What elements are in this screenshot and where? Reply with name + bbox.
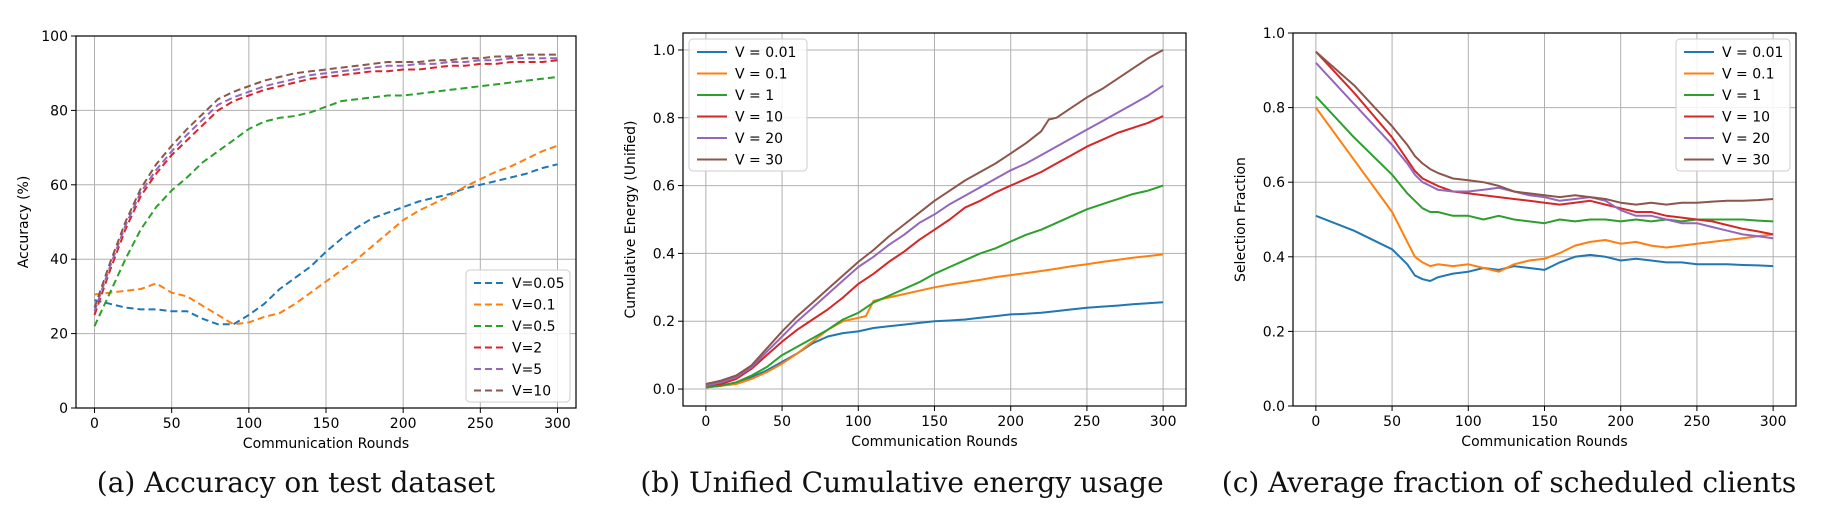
y-tick-label: 0.0 (653, 382, 675, 398)
x-tick-label: 200 (1607, 414, 1634, 430)
legend-label: V = 10 (735, 110, 783, 126)
y-tick-label: 0.6 (1263, 175, 1285, 191)
x-tick-label: 300 (544, 416, 571, 432)
x-tick-label: 0 (1311, 414, 1320, 430)
y-tick-label: 0 (59, 401, 68, 417)
series-line-V-30 (705, 49, 1164, 385)
y-tick-label: 0.4 (1263, 250, 1285, 266)
caption-b: (b) Unified Cumulative energy usage (640, 466, 1164, 499)
x-tick-label: 100 (235, 416, 262, 432)
legend-label: V=5 (512, 362, 542, 378)
legend-label: V = 30 (735, 153, 783, 169)
legend-label: V = 20 (1722, 131, 1770, 147)
series-line-V-20 (705, 84, 1164, 387)
series-line-V-5 (93, 57, 558, 312)
x-tick-label: 250 (1074, 414, 1101, 430)
chart-c: 0 50 100 150 200 250 300 0.0 0.2 0.4 0.6 0.8 1.0 Comm… (1233, 26, 1797, 450)
legend-label: V = 10 (1722, 110, 1770, 126)
x-tick-label: 150 (921, 414, 948, 430)
x-tick-label: 100 (845, 414, 872, 430)
series-line-V-0.5 (93, 75, 558, 327)
y-tick-label: 20 (50, 327, 68, 343)
series-line-V-10 (1315, 51, 1774, 236)
legend-label: V=10 (512, 384, 551, 400)
caption-c: (c) Average fraction of scheduled client… (1221, 466, 1797, 499)
series-line-V-0.01 (705, 301, 1164, 389)
x-tick-label: 300 (1150, 414, 1177, 430)
legend-label: V=0.05 (512, 276, 564, 292)
chart-b: 0 50 100 150 200 250 300 0.0 0.2 0.4 0.6 0.8 1.0 Comm… (623, 32, 1187, 450)
y-axis-label: Accuracy (%) (16, 176, 32, 269)
x-tick-label: 0 (701, 414, 710, 430)
x-tick-label: 200 (997, 414, 1024, 430)
legend-label: V = 0.1 (1722, 67, 1774, 83)
y-tick-label: 1.0 (653, 43, 675, 59)
x-axis-label: Communication Rounds (243, 436, 409, 452)
x-tick-label: 50 (773, 414, 791, 430)
legend-label: V = 0.01 (735, 45, 796, 61)
y-axis-label: Cumulative Energy (Unified) (623, 120, 639, 318)
legend-label: V = 30 (1722, 153, 1770, 169)
y-tick-label: 0.6 (653, 179, 675, 195)
y-tick-label: 40 (50, 252, 68, 268)
legend-label: V=0.1 (512, 298, 556, 314)
x-axis-label: Communication Rounds (851, 434, 1017, 450)
legend-label: V = 1 (735, 88, 774, 104)
series-line-V-0.05 (94, 163, 558, 326)
legend: V = 0.01 V = 0.1 V = 1 V = 10 V = 20 V = 30 (688, 38, 808, 172)
x-tick-label: 150 (1531, 414, 1558, 430)
x-tick-label: 200 (390, 416, 417, 432)
x-tick-label: 250 (1684, 414, 1711, 430)
x-tick-label: 300 (1760, 414, 1787, 430)
y-tick-label: 0.8 (653, 111, 675, 127)
x-tick-label: 150 (313, 416, 340, 432)
y-tick-label: 100 (41, 29, 68, 45)
series-line-V-20 (1315, 62, 1774, 240)
chart-a: 0 50 100 150 200 250 300 0 20 40 60 80 100 Communicat… (16, 29, 577, 452)
y-tick-label: 0.2 (1263, 324, 1285, 340)
y-tick-label: 0.0 (1263, 399, 1285, 415)
legend: V = 0.01 V = 0.1 V = 1 V = 10 V = 20 V = 30 (1675, 38, 1791, 172)
caption-a: (a) Accuracy on test dataset (96, 466, 496, 499)
legend-label: V = 1 (1722, 88, 1761, 104)
legend-label: V = 0.01 (1722, 45, 1783, 61)
y-tick-label: 1.0 (1263, 26, 1285, 42)
y-axis-label: Selection Fraction (1233, 157, 1249, 282)
y-tick-label: 0.4 (653, 246, 675, 262)
y-tick-label: 0.2 (653, 314, 675, 330)
y-tick-label: 80 (50, 103, 68, 119)
legend-label: V=2 (512, 341, 542, 357)
series-line-V-0.1 (94, 144, 558, 326)
x-tick-label: 100 (1455, 414, 1482, 430)
series-line-V-10 (705, 115, 1164, 387)
x-tick-label: 250 (467, 416, 494, 432)
legend-label: V=0.5 (512, 319, 556, 335)
x-tick-label: 50 (1383, 414, 1401, 430)
legend-label: V = 20 (735, 131, 783, 147)
series-line-V-0.01 (1315, 214, 1774, 282)
series-line-V-2 (93, 59, 558, 316)
x-tick-label: 0 (90, 416, 99, 432)
x-tick-label: 50 (163, 416, 181, 432)
series-line-V-0.1 (705, 253, 1164, 389)
series-line-V-10 (93, 53, 558, 308)
x-axis-label: Communication Rounds (1461, 434, 1627, 450)
y-tick-label: 0.8 (1263, 101, 1285, 117)
y-tick-label: 60 (50, 178, 68, 194)
series-line-V-30 (1315, 50, 1774, 206)
legend: V=0.05 V=0.1 V=0.5 V=2 V=5 V=10 (465, 269, 571, 403)
series-line-V-0.1 (1315, 107, 1774, 273)
legend-label: V = 0.1 (735, 67, 787, 83)
series-line-V-1 (705, 184, 1164, 389)
